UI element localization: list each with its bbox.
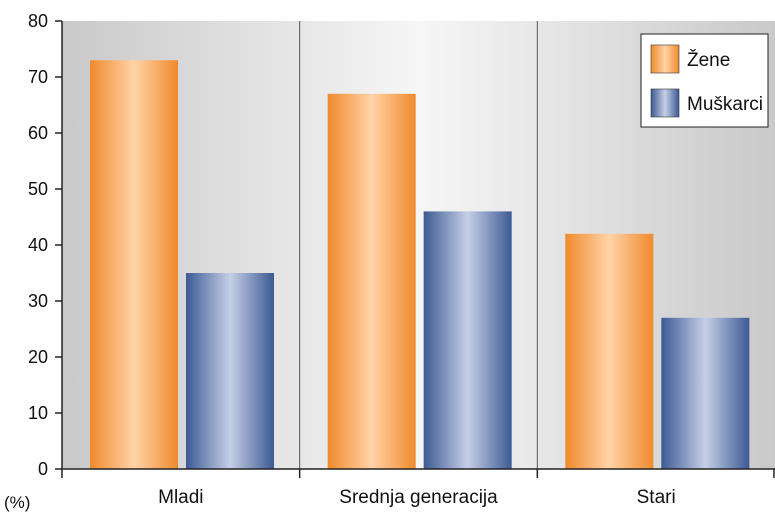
legend-label-2: Muškarci [687,94,763,115]
bars [90,60,750,470]
legend-swatch-1 [650,44,680,74]
x-tick-label: Srednja generacija [339,487,498,508]
y-tick-label: 70 [28,67,48,87]
bar-series-1-2 [327,93,416,470]
bar-series-2-3 [661,317,750,469]
x-tick-label: Mladi [158,487,203,508]
bar-series-2-2 [423,211,512,469]
y-tick-label: 30 [28,291,48,311]
y-tick-label: 50 [28,179,48,199]
y-axis-unit-label: (%) [4,493,30,512]
legend-label-1: Žene [687,49,730,71]
legend: Žene Muškarci [640,33,769,128]
y-tick-label: 10 [28,403,48,423]
y-tick-label: 60 [28,123,48,143]
grid-lines [299,21,538,469]
y-tick-label: 0 [38,459,48,479]
bar-series-1-1 [90,60,178,469]
x-tick-label: Stari [637,487,676,508]
legend-swatch-2 [650,88,680,118]
y-tick-label: 80 [28,11,48,31]
y-tick-label: 40 [28,235,48,255]
bar-series-2-1 [186,273,274,469]
bar-series-1-3 [565,233,654,469]
y-tick-label: 20 [28,347,48,367]
axes: 0 10 20 30 40 50 60 70 80 Mladi Srednja generacija… [28,11,775,508]
